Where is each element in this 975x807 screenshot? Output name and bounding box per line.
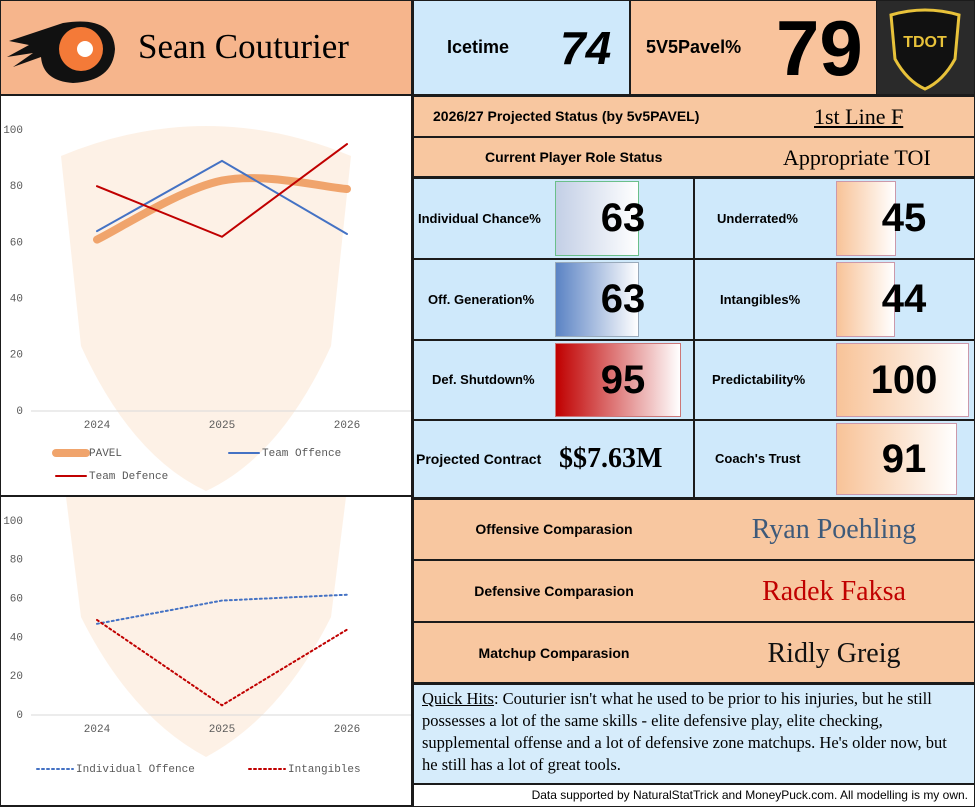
comparison-label: Defensive Comparasion: [474, 583, 634, 599]
footer: Data supported by NaturalStatTrick and M…: [414, 785, 974, 806]
series-line: [96, 593, 348, 625]
x-tick-label: 2026: [334, 420, 360, 432]
legend-label: PAVEL: [89, 448, 122, 460]
metric-value: 95: [600, 358, 646, 402]
comparison-label: Offensive Comparasion: [475, 521, 633, 537]
metric-value: 100: [870, 358, 938, 402]
y-tick-label: 100: [3, 125, 23, 137]
watermark: [66, 497, 346, 757]
pavel-value: 79: [776, 4, 863, 92]
metric-cell: Def. Shutdown% 95: [414, 341, 693, 419]
y-tick-label: 60: [10, 594, 23, 606]
metric-cell: Off. Generation% 63: [414, 260, 693, 339]
logo: TDOT: [889, 8, 961, 91]
y-tick-label: 0: [16, 406, 23, 418]
metric-cell: Coach's Trust 91: [695, 421, 974, 497]
metric-cell: Individual Chance% 63: [414, 179, 693, 258]
contract-cell: Projected Contract $$7.63M: [414, 421, 693, 497]
series-line: [96, 159, 348, 235]
metric-bar: [555, 262, 639, 337]
legend-label: Individual Offence: [76, 764, 195, 776]
x-tick-label: 2025: [209, 420, 235, 432]
icetime-value: 74: [560, 22, 612, 74]
series-line: [96, 143, 348, 238]
x-tick-label: 2026: [334, 724, 360, 736]
comparison: Matchup Comparasion Ridly Greig: [414, 623, 974, 682]
x-tick-label: 2024: [84, 724, 111, 736]
chart-panel: 0 20 40 60 80 100 2024 2025 2026 Individual Offen…: [1, 497, 411, 805]
quick-hits-label: Quick Hits: [422, 689, 494, 708]
y-tick-label: 80: [10, 181, 23, 193]
y-tick-label: 100: [3, 516, 23, 528]
y-tick-label: 60: [10, 237, 23, 249]
metric-cell: Intangibles% 44: [695, 260, 974, 339]
chart: 0 20 40 60 80 100 2024 2025 2026 PAVEL Team Offenc…: [3, 125, 411, 491]
comparison: Offensive Comparasion Ryan Poehling: [414, 500, 974, 559]
y-tick-label: 0: [16, 710, 23, 722]
contract-label: Projected Contract: [416, 451, 542, 467]
y-tick-label: 20: [10, 350, 23, 362]
legend-label: Team Defence: [89, 471, 168, 483]
brand-logo: TDOT: [877, 1, 974, 94]
status-label: 2026/27 Projected Status (by 5v5PAVEL): [433, 108, 700, 124]
metric-cell: Underrated% 45: [695, 179, 974, 258]
icetime-cell: Icetime 74: [414, 1, 629, 94]
x-tick-label: 2024: [84, 420, 111, 432]
y-tick-label: 40: [10, 294, 23, 306]
comparison-player: Ryan Poehling: [751, 514, 917, 545]
y-tick-label: 40: [10, 632, 23, 644]
metric-label: Def. Shutdown%: [432, 372, 535, 387]
metric-value: 63: [600, 196, 646, 240]
player-name: Sean Couturier: [138, 27, 349, 66]
series-line: [93, 174, 351, 244]
icetime-label: Icetime: [447, 37, 510, 57]
metric-bar: [836, 262, 895, 337]
metric-label: Underrated%: [717, 210, 798, 226]
logo-text: TDOT: [903, 34, 947, 51]
role-status: Current Player Role Status Appropriate T…: [414, 138, 974, 176]
metric-bar: [555, 181, 639, 256]
role-label: Current Player Role Status: [485, 149, 663, 165]
metric-label: Intangibles%: [720, 291, 801, 307]
comparison-label: Matchup Comparasion: [478, 645, 630, 661]
metric-bar: [555, 343, 682, 417]
projected-status: 2026/27 Projected Status (by 5v5PAVEL) 1…: [414, 97, 974, 136]
metric-label: Coach's Trust: [715, 451, 801, 466]
series-line: [96, 618, 348, 707]
quick-hits: Quick Hits: Couturier isn't what he used…: [414, 685, 974, 783]
legend-label: Intangibles: [288, 764, 361, 776]
metric-bar: [836, 181, 896, 256]
team-logo: [7, 21, 115, 84]
metric-label: Individual Chance%: [418, 210, 541, 226]
pavel-label: 5V5Pavel%: [646, 37, 742, 57]
metric-cell: Predictability% 100: [695, 341, 974, 419]
comparison-player: Ridly Greig: [767, 638, 901, 669]
metric-value: 91: [881, 437, 927, 481]
metric-value: 44: [881, 277, 927, 321]
comparison: Defensive Comparasion Radek Faksa: [414, 561, 974, 621]
y-tick-label: 80: [10, 555, 23, 567]
header: Sean Couturier: [1, 1, 411, 94]
metric-label: Off. Generation%: [428, 291, 535, 307]
pavel-cell: 5V5Pavel% 79: [631, 1, 876, 94]
metric-bar: [836, 343, 969, 417]
contract-value: $$7.63M: [559, 443, 663, 474]
legend-label: Team Offence: [262, 448, 341, 460]
quick-hits-text: : Couturier isn't what he used to be pri…: [422, 689, 947, 774]
status-value: 1st Line F: [814, 104, 904, 129]
metric-value: 45: [881, 196, 927, 240]
chart: 0 20 40 60 80 100 2024 2025 2026 Individual Offen…: [3, 497, 411, 776]
metric-value: 63: [600, 277, 646, 321]
comparison-player: Radek Faksa: [762, 576, 906, 607]
y-tick-label: 20: [10, 671, 23, 683]
metric-label: Predictability%: [712, 372, 806, 387]
metric-bar: [836, 423, 958, 495]
x-tick-label: 2025: [209, 724, 235, 736]
role-value: Appropriate TOI: [783, 145, 931, 170]
chart-panel: 0 20 40 60 80 100 2024 2025 2026 PAVEL Team Offenc…: [1, 96, 411, 495]
